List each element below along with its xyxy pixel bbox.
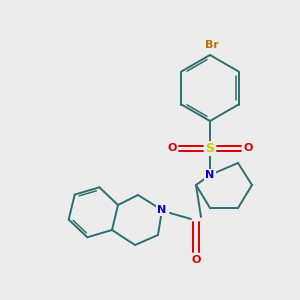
Text: N: N	[158, 205, 166, 215]
Text: O: O	[243, 143, 253, 153]
Text: N: N	[206, 170, 214, 180]
Text: O: O	[191, 255, 201, 265]
Text: Br: Br	[205, 40, 219, 50]
Text: O: O	[167, 143, 177, 153]
Text: S: S	[206, 142, 214, 154]
